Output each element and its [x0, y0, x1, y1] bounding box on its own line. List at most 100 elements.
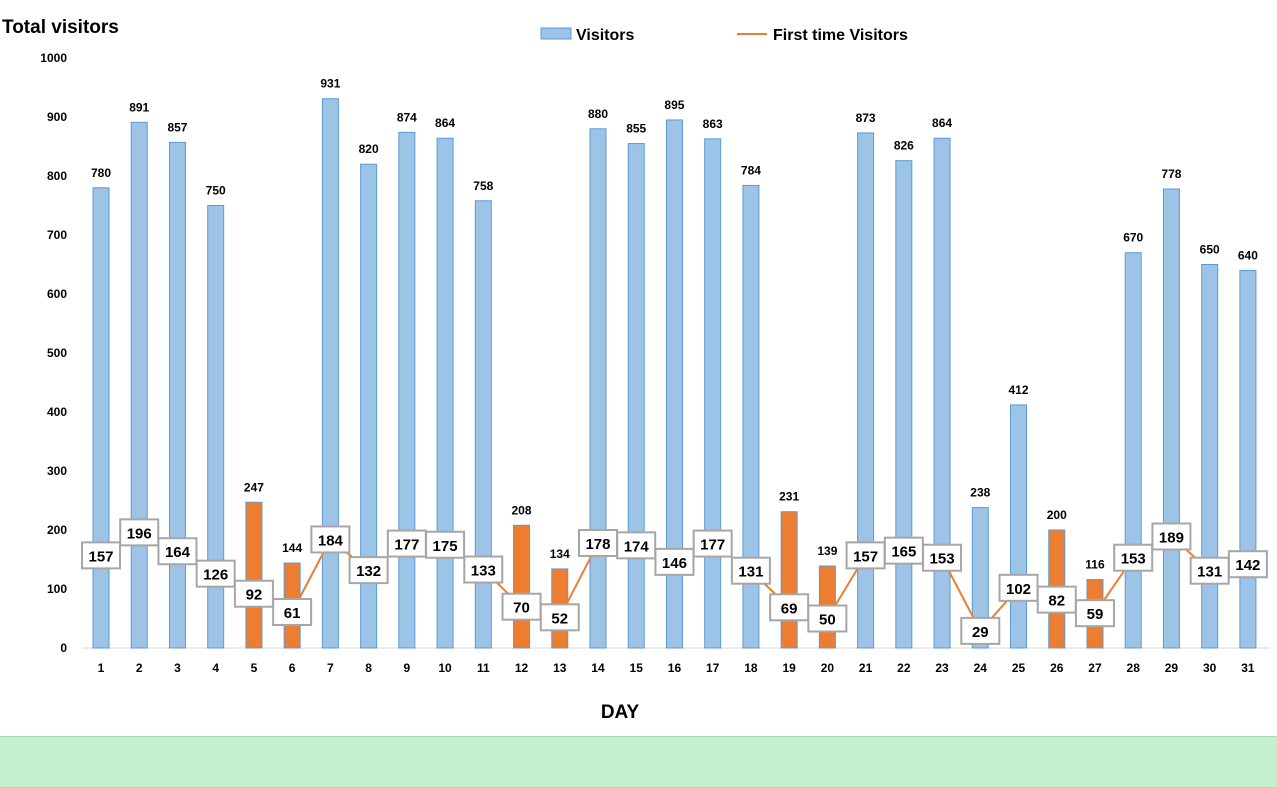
bar-day-7: [321, 98, 339, 649]
x-tick-label: 28: [1127, 661, 1141, 675]
x-tick-label: 8: [365, 661, 372, 675]
line-label-box: [157, 537, 198, 566]
line-label-box: [1113, 543, 1154, 572]
line-value-label: 165: [891, 544, 916, 561]
bar-value-label: 874: [397, 110, 417, 124]
line-value-label: 177: [700, 537, 725, 554]
bar-day-11: [474, 200, 492, 649]
line-label-box: [233, 579, 274, 608]
line-label-box: [769, 593, 810, 622]
x-tick-label: 5: [251, 661, 258, 675]
bar-value-label: 931: [320, 77, 340, 91]
x-tick-label: 24: [974, 661, 988, 675]
line-label-box: [1227, 550, 1268, 579]
bar-value-label: 895: [664, 98, 684, 112]
bar-value-label: 670: [1123, 231, 1143, 245]
bar-day-30: [1201, 264, 1219, 649]
line-value-label: 157: [853, 548, 878, 565]
y-tick-label: 100: [47, 582, 67, 596]
y-tick-label: 0: [60, 641, 67, 655]
bar-value-label: 880: [588, 107, 608, 121]
line-label-box: [960, 616, 1001, 645]
line-label-box: [692, 529, 733, 558]
line-label-box: [922, 543, 963, 572]
legend-label-visitors: Visitors: [576, 27, 635, 44]
y-tick-label: 200: [47, 523, 67, 537]
line-value-label: 70: [513, 600, 530, 617]
x-tick-label: 31: [1241, 661, 1255, 675]
bar-value-label: 412: [1009, 383, 1029, 397]
bar-day-28: [1124, 252, 1142, 649]
bar-day-3: [168, 141, 186, 649]
x-tick-label: 3: [174, 661, 181, 675]
x-axis-label: DAY: [601, 702, 640, 723]
bar-value-label: 116: [1085, 558, 1105, 572]
x-tick-label: 30: [1203, 661, 1217, 675]
bar-value-label: 826: [894, 139, 914, 153]
y-tick-label: 700: [47, 228, 67, 242]
line-value-label: 178: [585, 536, 610, 553]
line-value-label: 177: [394, 537, 419, 554]
line-label-box: [998, 573, 1039, 602]
bar-day-29: [1162, 188, 1180, 649]
line-value-label: 50: [819, 612, 836, 629]
line-value-label: 29: [972, 624, 989, 641]
bar-value-label: 855: [626, 122, 646, 136]
x-tick-label: 19: [782, 661, 796, 675]
y-tick-label: 900: [47, 110, 67, 124]
line-value-label: 157: [88, 548, 113, 565]
line-value-label: 92: [246, 587, 263, 604]
line-value-label: 175: [433, 538, 458, 555]
line-value-label: 184: [318, 532, 344, 549]
bar-value-label: 873: [856, 111, 876, 125]
bar-day-12: [513, 524, 531, 649]
bar-value-label: 857: [167, 120, 187, 134]
line-label-box: [539, 603, 580, 632]
bar-day-8: [360, 163, 378, 649]
bar-value-label: 863: [703, 117, 723, 131]
line-label-box: [81, 541, 121, 570]
x-tick-label: 7: [327, 661, 334, 675]
bar-day-24: [971, 507, 989, 649]
bar-value-label: 247: [244, 480, 264, 494]
bar-value-label: 640: [1238, 248, 1258, 262]
line-value-label: 153: [930, 551, 955, 568]
bar-value-label: 758: [473, 179, 493, 193]
line-value-label: 102: [1006, 581, 1031, 598]
line-value-label: 153: [1121, 551, 1146, 568]
line-value-label: 131: [1197, 564, 1222, 581]
x-tick-label: 21: [859, 661, 873, 675]
x-tick-label: 16: [668, 661, 682, 675]
y-tick-label: 500: [47, 346, 67, 360]
y-tick-label: 800: [47, 169, 67, 183]
y-tick-label: 1000: [40, 51, 67, 65]
line-value-label: 61: [284, 605, 301, 622]
line-value-label: 142: [1235, 557, 1260, 574]
x-tick-label: 27: [1088, 661, 1102, 675]
x-tick-label: 14: [591, 661, 605, 675]
bar-value-label: 231: [779, 490, 799, 504]
x-tick-label: 4: [212, 661, 219, 675]
x-tick-label: 17: [706, 661, 720, 675]
bar-value-label: 784: [741, 163, 761, 177]
line-label-box: [1036, 585, 1077, 614]
y-tick-label: 600: [47, 287, 67, 301]
visitors-chart: Total visitors Visitors First time Visit…: [2, 17, 1270, 723]
line-label-box: [654, 547, 695, 576]
line-label-box: [1151, 522, 1192, 551]
line-value-label: 131: [738, 564, 763, 581]
x-tick-label: 9: [403, 661, 410, 675]
line-label-box: [310, 525, 351, 554]
bar-value-label: 144: [282, 541, 302, 555]
bar-day-14: [589, 128, 607, 649]
line-label-box: [501, 592, 542, 621]
x-tick-label: 2: [136, 661, 143, 675]
bar-day-9: [398, 131, 416, 649]
x-tick-label: 12: [515, 661, 529, 675]
bar-day-22: [895, 160, 913, 649]
bar-day-25: [1010, 404, 1028, 649]
bar-day-17: [704, 138, 722, 649]
x-tick-label: 10: [438, 661, 452, 675]
bar-day-23: [933, 137, 951, 649]
bar-day-10: [436, 137, 454, 649]
